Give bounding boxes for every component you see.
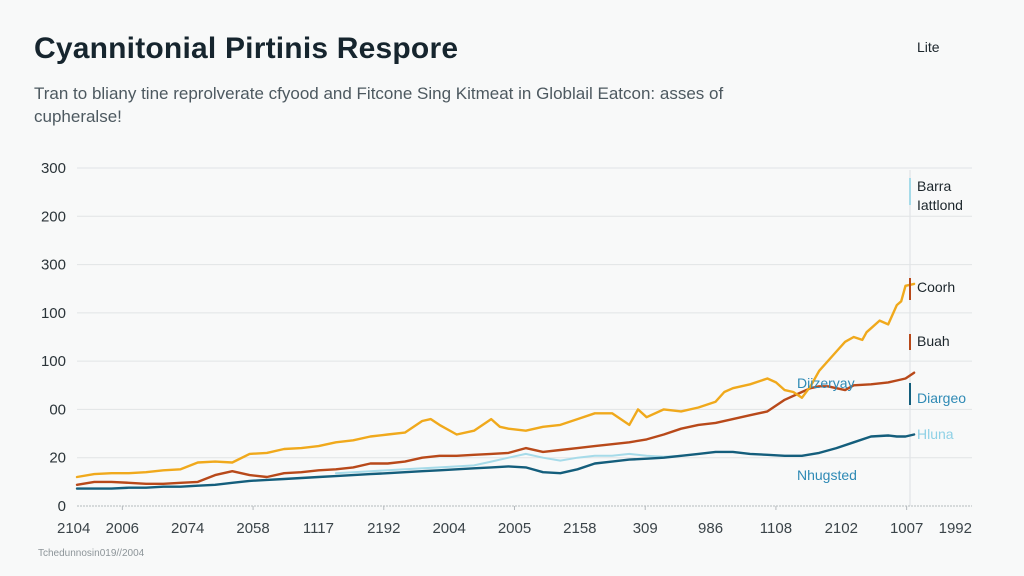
y-tick-label: 100 [41,353,66,370]
series-labels: Lite Barra Iattlond Coorh Buah Diizeryay Diarg… [797,39,966,483]
series-lines [75,282,916,490]
series-line-hluna [334,452,683,475]
source-note: Tchedunnosin019//2004 [38,548,145,559]
gridlines [77,167,972,506]
series-line-dargeo [75,433,916,490]
series-line-lite [75,282,916,479]
x-tick-label: 1007 [890,520,923,537]
x-tick-label: 2005 [498,520,531,537]
series-label-buah: Buah [917,333,950,349]
y-tick-label: 300 [41,257,66,274]
y-tick-label: 300 [41,160,66,177]
x-axis [77,505,972,510]
y-tick-label: 200 [41,208,66,225]
x-tick-label: 2158 [563,520,596,537]
chart-title: Cyannitonial Pirtinis Respore [34,32,459,65]
series-label-iattlond: Iattlond [917,197,963,213]
y-tick-label: 00 [49,401,66,418]
series-label-coorh: Coorh [917,279,955,295]
series-label-barra: Barra [917,178,951,194]
x-tick-label: 1117 [303,520,334,537]
x-tick-label: 2074 [171,520,204,537]
x-axis-ticks: 2104 2006 2074 2058 1117 2192 2004 2005 2158 309 9… [57,520,972,537]
x-tick-label: 2104 [57,520,90,537]
series-label-hluna: Hluna [917,426,954,442]
x-tick-label: 1108 [760,520,792,537]
x-tick-label: 2058 [236,520,269,537]
series-line-coorh [75,371,916,486]
x-tick-label: 2102 [825,520,858,537]
series-label-diizeryay: Diizeryay [797,375,855,391]
x-tick-label: 309 [633,520,658,537]
y-tick-label: 0 [58,498,66,515]
series-label-nhugsted: Nhugsted [797,467,857,483]
x-tick-label: 1992 [939,520,972,537]
series-label-lite: Lite [917,39,940,55]
chart-subtitle: Tran to bliany tine reprolverate cfyood … [34,84,724,126]
x-tick-label: 2006 [106,520,139,537]
y-tick-label: 20 [49,450,66,467]
x-tick-label: 2192 [367,520,400,537]
y-tick-label: 100 [41,305,66,322]
series-label-diargeo: Diargeo [917,390,966,406]
x-tick-label: 2004 [432,520,465,537]
x-tick-label: 986 [698,520,723,537]
